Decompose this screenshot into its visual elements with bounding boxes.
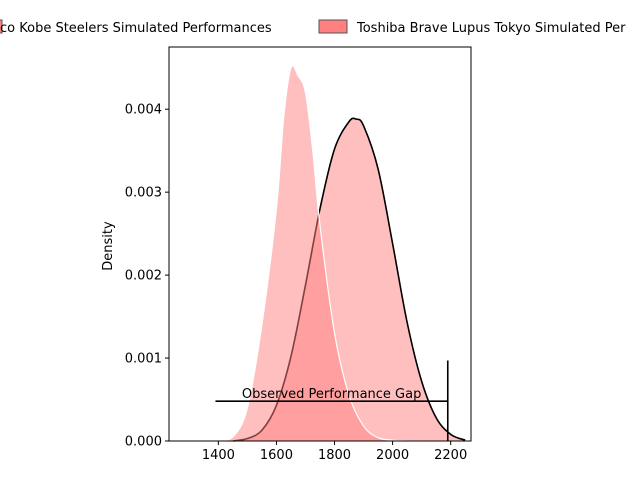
legend-label-series-1: co Kobe Steelers Simulated Performances [0, 21, 272, 36]
x-axis: 1400 1600 1800 2000 2200 [202, 441, 467, 463]
annotation-layer: Observed Performance Gap [215, 360, 449, 441]
axes-frame [168, 46, 472, 442]
legend-swatch-series-1 [0, 19, 3, 34]
legend-label-series-2: Toshiba Brave Lupus Tokyo Simulated Per [356, 21, 626, 36]
legend: co Kobe Steelers Simulated Performances … [0, 19, 626, 36]
y-axis: 0.000 0.001 0.002 0.003 0.004 [125, 103, 169, 450]
y-tick-label-2: 0.002 [125, 269, 162, 284]
x-tick-label-1800: 1800 [318, 448, 351, 463]
y-tick-label-3: 0.003 [125, 186, 162, 201]
y-tick-label-4: 0.004 [125, 103, 162, 118]
x-tick-label-2000: 2000 [376, 448, 409, 463]
y-axis-label: Density [101, 221, 116, 271]
x-tick-label-1600: 1600 [260, 448, 293, 463]
series-2-line [215, 64, 422, 442]
x-tick-label-2200: 2200 [434, 448, 467, 463]
plot-area [215, 64, 466, 442]
legend-swatch-series-2 [318, 19, 348, 34]
x-tick-label-1400: 1400 [202, 448, 235, 463]
y-tick-label-0: 0.000 [125, 435, 162, 450]
gap-annotation-label: Observed Performance Gap [242, 387, 421, 402]
y-tick-label-1: 0.001 [125, 352, 162, 367]
series-2-area [215, 65, 422, 442]
